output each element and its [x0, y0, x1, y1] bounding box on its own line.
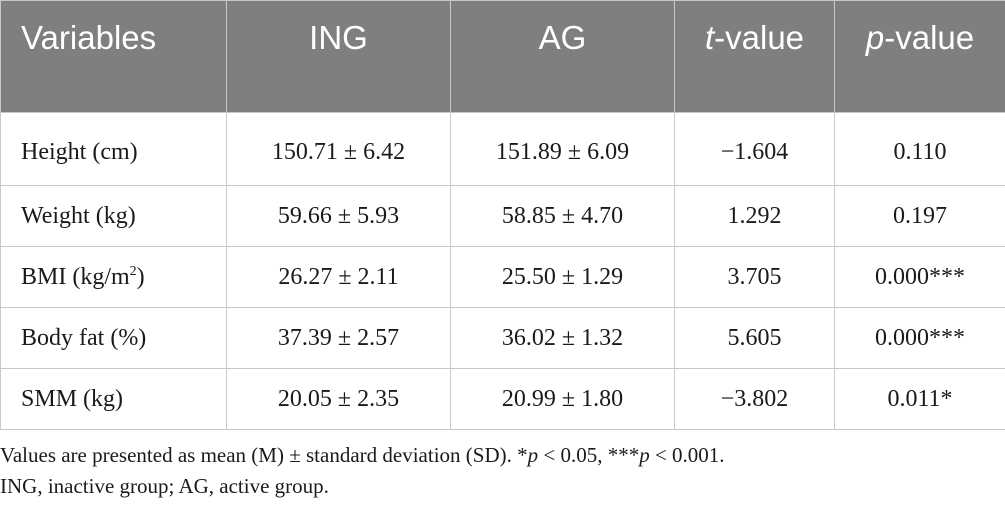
cell-t: 1.292	[674, 185, 835, 247]
cell-ing: 20.05 ± 2.35	[226, 368, 451, 430]
footnote-line-2: ING, inactive group; AG, active group.	[0, 474, 329, 498]
table-body: Height (cm) 150.71 ± 6.42 151.89 ± 6.09 …	[0, 112, 1005, 430]
table-row: SMM (kg) 20.05 ± 2.35 20.99 ± 1.80 −3.80…	[0, 368, 1005, 430]
header-t-value: t-value	[674, 0, 835, 113]
cell-t: −3.802	[674, 368, 835, 430]
header-ing: ING	[226, 0, 451, 113]
cell-variable: Weight (kg)	[0, 185, 227, 247]
table-row: Body fat (%) 37.39 ± 2.57 36.02 ± 1.32 5…	[0, 307, 1005, 369]
cell-ing: 150.71 ± 6.42	[226, 112, 451, 186]
cell-ag: 36.02 ± 1.32	[450, 307, 675, 369]
cell-p: 0.197	[834, 185, 1005, 247]
header-row: Variables ING AG t-value p-value	[0, 0, 1005, 113]
cell-ing: 37.39 ± 2.57	[226, 307, 451, 369]
cell-ag: 20.99 ± 1.80	[450, 368, 675, 430]
table-row: BMI (kg/m2) 26.27 ± 2.11 25.50 ± 1.29 3.…	[0, 246, 1005, 308]
cell-variable: SMM (kg)	[0, 368, 227, 430]
cell-variable: BMI (kg/m2)	[0, 246, 227, 308]
cell-p: 0.000***	[834, 246, 1005, 308]
cell-p: 0.000***	[834, 307, 1005, 369]
cell-ag: 25.50 ± 1.29	[450, 246, 675, 308]
header-ag: AG	[450, 0, 675, 113]
cell-t: −1.604	[674, 112, 835, 186]
cell-t: 3.705	[674, 246, 835, 308]
cell-variable: Body fat (%)	[0, 307, 227, 369]
cell-ag: 58.85 ± 4.70	[450, 185, 675, 247]
data-table: Variables ING AG t-value p-value Height …	[0, 0, 1005, 430]
header-variables: Variables	[0, 0, 227, 113]
footnote-line-1: Values are presented as mean (M) ± stand…	[0, 443, 725, 467]
cell-ing: 59.66 ± 5.93	[226, 185, 451, 247]
cell-p: 0.011*	[834, 368, 1005, 430]
cell-p: 0.110	[834, 112, 1005, 186]
table-row: Weight (kg) 59.66 ± 5.93 58.85 ± 4.70 1.…	[0, 185, 1005, 247]
table-container: Variables ING AG t-value p-value Height …	[0, 0, 1005, 430]
cell-ag: 151.89 ± 6.09	[450, 112, 675, 186]
cell-variable: Height (cm)	[0, 112, 227, 186]
header-p-value: p-value	[834, 0, 1005, 113]
table-footnote: Values are presented as mean (M) ± stand…	[0, 440, 725, 502]
table-header: Variables ING AG t-value p-value	[0, 0, 1005, 113]
table-row: Height (cm) 150.71 ± 6.42 151.89 ± 6.09 …	[0, 112, 1005, 186]
cell-t: 5.605	[674, 307, 835, 369]
cell-ing: 26.27 ± 2.11	[226, 246, 451, 308]
